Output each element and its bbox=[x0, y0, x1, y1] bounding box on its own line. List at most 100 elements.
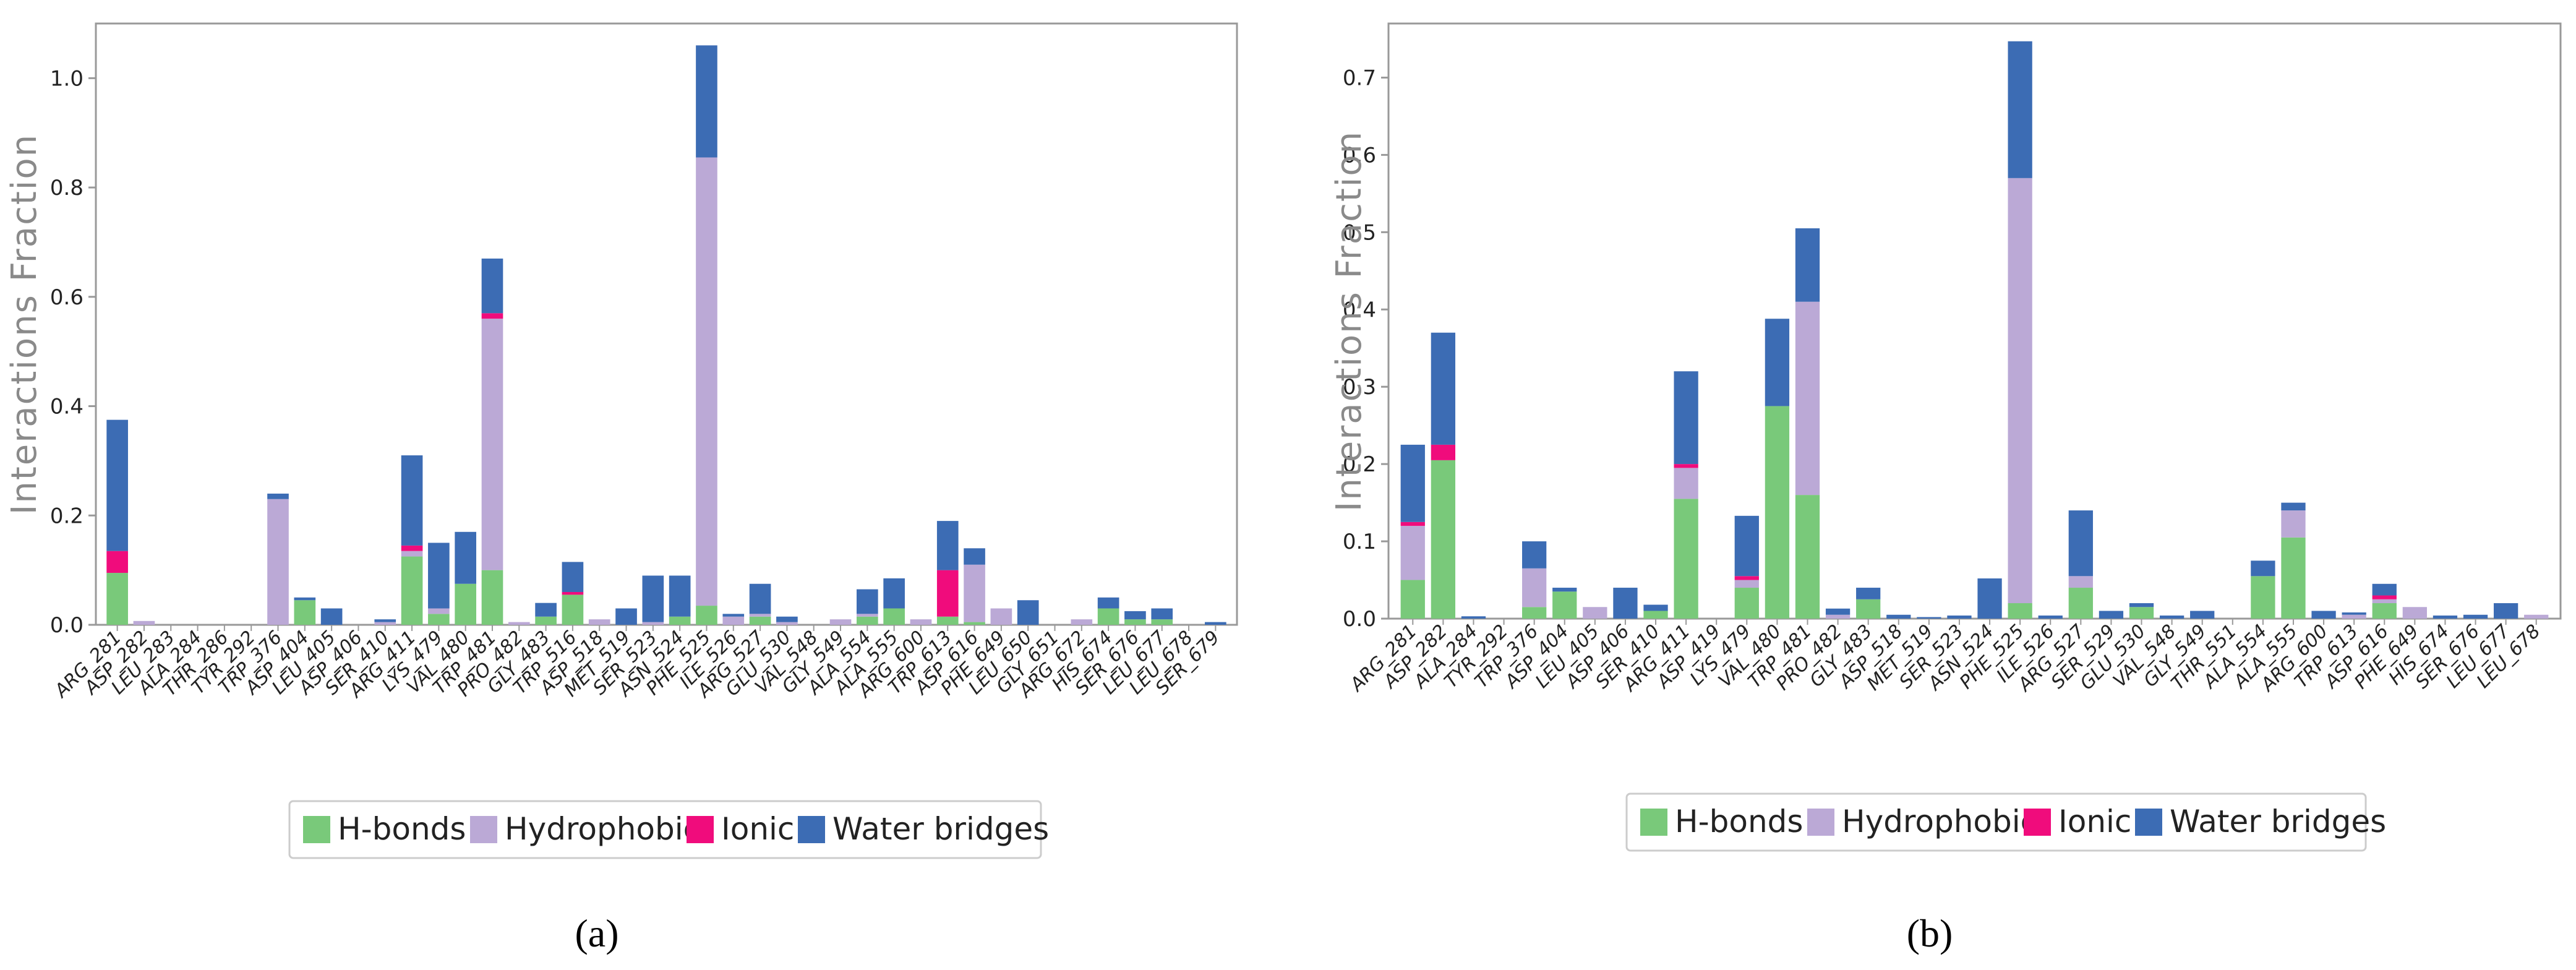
legend-swatch-hydrophobic bbox=[470, 816, 497, 843]
bar-segment-ionic bbox=[481, 313, 503, 319]
y-tick-label: 1.0 bbox=[50, 66, 83, 91]
legend-swatch-ionic bbox=[687, 816, 714, 843]
y-tick-label: 0.5 bbox=[1343, 220, 1376, 245]
bar-segment-hydrophobic bbox=[1734, 580, 1759, 588]
bar-segment-water-bridges bbox=[2433, 616, 2458, 619]
bar-segment-hydrophobic bbox=[910, 619, 932, 625]
bar-segment-h-bonds bbox=[1856, 599, 1881, 619]
bar-segment-water-bridges bbox=[2372, 583, 2397, 596]
chart-panel-b: 0.0 0.1 0.2 0.3 0.4 0.5 0.6 0.7 Interactions Fra… bbox=[1329, 22, 2562, 955]
legend-label: Hydrophobic bbox=[505, 811, 700, 847]
y-tick-label: 0.4 bbox=[50, 395, 83, 419]
bar-segment-water-bridges bbox=[1552, 588, 1577, 592]
bar-segment-ionic bbox=[401, 545, 423, 551]
y-tick-label: 0.4 bbox=[1343, 298, 1376, 322]
y-axis-label: Interactions Fraction bbox=[4, 134, 45, 515]
bar-segment-water-bridges bbox=[1151, 608, 1173, 620]
y-tick-label: 0.0 bbox=[50, 613, 83, 638]
bar-segment-water-bridges bbox=[2008, 41, 2032, 178]
bar-segment-water-bridges bbox=[267, 493, 289, 499]
bar-segment-water-bridges bbox=[294, 597, 316, 601]
legend-label: Ionic bbox=[2058, 804, 2131, 839]
bar-segment-hydrophobic bbox=[749, 614, 771, 617]
bar-segment-hydrophobic bbox=[696, 157, 717, 606]
bar-segment-h-bonds bbox=[535, 616, 557, 625]
bar-segment-hydrophobic bbox=[857, 614, 878, 617]
legend-swatch-water-bridges bbox=[798, 816, 825, 843]
bar-segment-hydrophobic bbox=[2281, 510, 2306, 538]
y-tick-label: 0.8 bbox=[50, 176, 83, 200]
legend-box bbox=[288, 800, 1042, 859]
bar-segment-h-bonds bbox=[1795, 495, 1820, 619]
bar-segment-hydrophobic bbox=[829, 619, 852, 625]
bar-segment-water-bridges bbox=[1856, 588, 1881, 599]
legend-swatch-hydrophobic bbox=[1807, 809, 1834, 836]
bar-segment-hydrophobic bbox=[964, 564, 985, 622]
bar-segment-hydrophobic bbox=[2008, 178, 2032, 604]
bar-segment-water-bridges bbox=[535, 603, 557, 617]
bar-segment-hydrophobic bbox=[401, 551, 423, 557]
legend-swatch-ionic bbox=[2024, 809, 2051, 836]
bar-segment-hydrophobic bbox=[588, 619, 610, 625]
legend-box bbox=[1625, 792, 2367, 852]
bar-segment-water-bridges bbox=[1097, 597, 1119, 609]
bar-segment-h-bonds bbox=[2281, 537, 2306, 619]
bar-segment-h-bonds bbox=[401, 556, 423, 625]
bar-segment-h-bonds bbox=[455, 583, 476, 625]
bar-segment-h-bonds bbox=[1522, 607, 1547, 619]
bar-segment-water-bridges bbox=[2463, 614, 2488, 619]
bar-segment-h-bonds bbox=[883, 608, 905, 625]
bar-segment-water-bridges bbox=[1017, 600, 1039, 625]
bar-segment-water-bridges bbox=[1613, 588, 1638, 619]
legend: H-bonds Hydrophobic Ionic Water bridges bbox=[1625, 792, 2386, 852]
bar-segment-h-bonds bbox=[428, 614, 450, 625]
legend-label: Ionic bbox=[721, 811, 794, 847]
bar-segment-water-bridges bbox=[106, 419, 128, 551]
bar-segment-water-bridges bbox=[2099, 611, 2124, 619]
bar-segment-water-bridges bbox=[1124, 611, 1146, 620]
bar-segment-ionic bbox=[1674, 464, 1698, 468]
bar-segment-h-bonds bbox=[294, 600, 316, 625]
legend-swatch-water-bridges bbox=[2135, 809, 2162, 836]
bar-segment-h-bonds bbox=[106, 573, 128, 625]
bar-segment-water-bridges bbox=[2129, 603, 2154, 607]
panel-caption: (a) bbox=[575, 911, 618, 955]
bar-segment-water-bridges bbox=[936, 521, 959, 570]
bar-segment-h-bonds bbox=[2372, 603, 2397, 619]
bar-segment-hydrophobic bbox=[1400, 526, 1425, 580]
legend: H-bonds Hydrophobic Ionic Water bridges bbox=[288, 800, 1049, 859]
bar-segment-water-bridges bbox=[401, 455, 423, 546]
bar-segment-water-bridges bbox=[696, 45, 717, 158]
bar-segment-water-bridges bbox=[374, 619, 396, 622]
bar-segment-hydrophobic bbox=[1674, 468, 1698, 499]
bar-segment-hydrophobic bbox=[2342, 614, 2366, 619]
y-tick-label: 0.6 bbox=[50, 285, 83, 310]
bar-segment-hydrophobic bbox=[428, 608, 450, 614]
bar-segment-hydrophobic bbox=[722, 616, 745, 625]
bar-segment-water-bridges bbox=[1400, 444, 1425, 522]
bar-segment-water-bridges bbox=[615, 608, 637, 625]
bar-segment-ionic bbox=[1400, 521, 1425, 526]
bar-segment-water-bridges bbox=[2068, 510, 2093, 577]
bar-segment-water-bridges bbox=[1522, 541, 1547, 569]
bar-segment-water-bridges bbox=[481, 258, 503, 314]
bar-segment-ionic bbox=[936, 570, 959, 617]
bar-segment-water-bridges bbox=[428, 543, 450, 609]
bar-segment-water-bridges bbox=[1461, 616, 1486, 619]
bar-segment-water-bridges bbox=[857, 589, 878, 614]
bar-segment-water-bridges bbox=[1674, 371, 1698, 465]
bar-segment-water-bridges bbox=[1947, 616, 1972, 619]
plot-frame bbox=[1387, 22, 2562, 620]
legend-swatch-h-bonds bbox=[1640, 809, 1667, 836]
y-tick-label: 0.3 bbox=[1343, 375, 1376, 400]
bar-segment-water-bridges bbox=[964, 548, 985, 565]
bar-segment-water-bridges bbox=[1825, 608, 1851, 615]
y-tick-label: 0.2 bbox=[1343, 452, 1376, 477]
bar-segment-h-bonds bbox=[1674, 499, 1698, 619]
legend-swatch-h-bonds bbox=[303, 816, 330, 843]
bar-segment-water-bridges bbox=[642, 575, 664, 622]
bar-segment-water-bridges bbox=[1734, 515, 1759, 577]
bar-segment-water-bridges bbox=[1795, 228, 1820, 302]
bar-segment-water-bridges bbox=[2251, 560, 2275, 577]
bar-segment-water-bridges bbox=[320, 608, 343, 625]
